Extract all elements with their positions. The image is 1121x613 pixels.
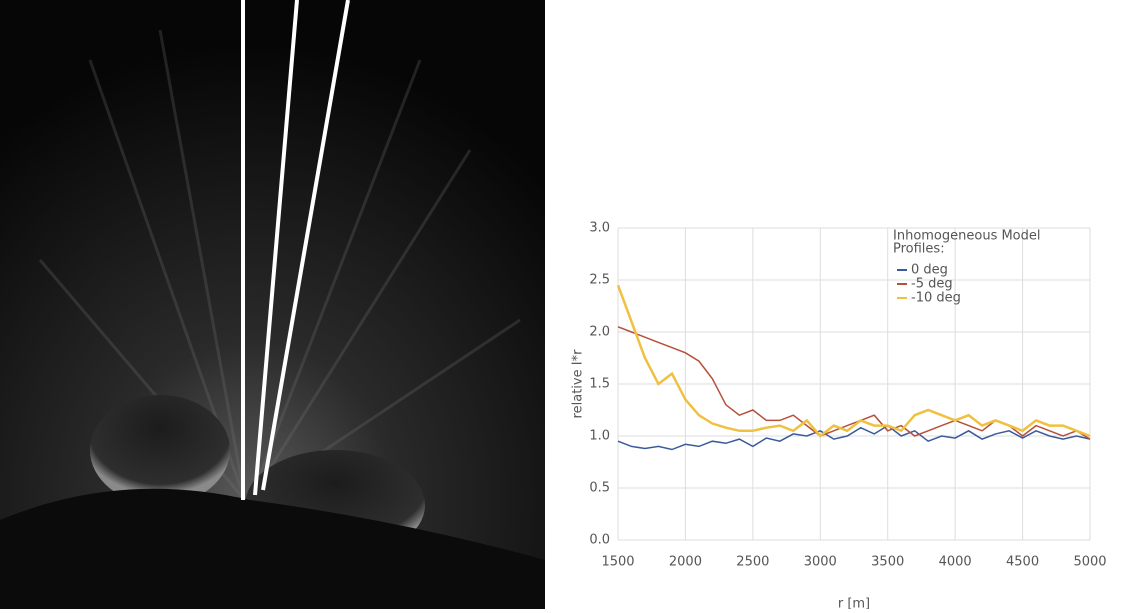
x-tick-label: 3500 (871, 555, 904, 570)
legend-label: -5 deg (911, 277, 953, 292)
series-line (616, 284, 1091, 438)
x-tick-label: 1500 (601, 555, 634, 570)
y-tick-label: 2.0 (589, 325, 610, 340)
y-tick-label: 0.0 (589, 533, 610, 548)
comet-image (0, 0, 545, 609)
x-tick-label: 5000 (1073, 555, 1106, 570)
x-tick-label: 4000 (939, 555, 972, 570)
x-axis-label: r [m] (838, 597, 870, 610)
y-tick-label: 1.5 (589, 377, 610, 392)
series-line (617, 326, 1091, 440)
series-line (617, 424, 1091, 451)
legend-label: 0 deg (911, 263, 948, 278)
legend-label: -10 deg (911, 291, 961, 306)
x-tick-label: 2500 (736, 555, 769, 570)
y-axis-label: relative I*r (571, 349, 586, 419)
x-tick-label: 3000 (804, 555, 837, 570)
y-tick-label: 0.5 (589, 481, 610, 496)
y-tick-label: 3.0 (589, 221, 610, 236)
legend-title: Profiles: (893, 242, 945, 257)
x-tick-label: 2000 (669, 555, 702, 570)
x-tick-label: 4500 (1006, 555, 1039, 570)
y-tick-label: 2.5 (589, 273, 610, 288)
y-tick-label: 1.0 (589, 429, 610, 444)
legend-title: Inhomogeneous Model (893, 229, 1041, 244)
